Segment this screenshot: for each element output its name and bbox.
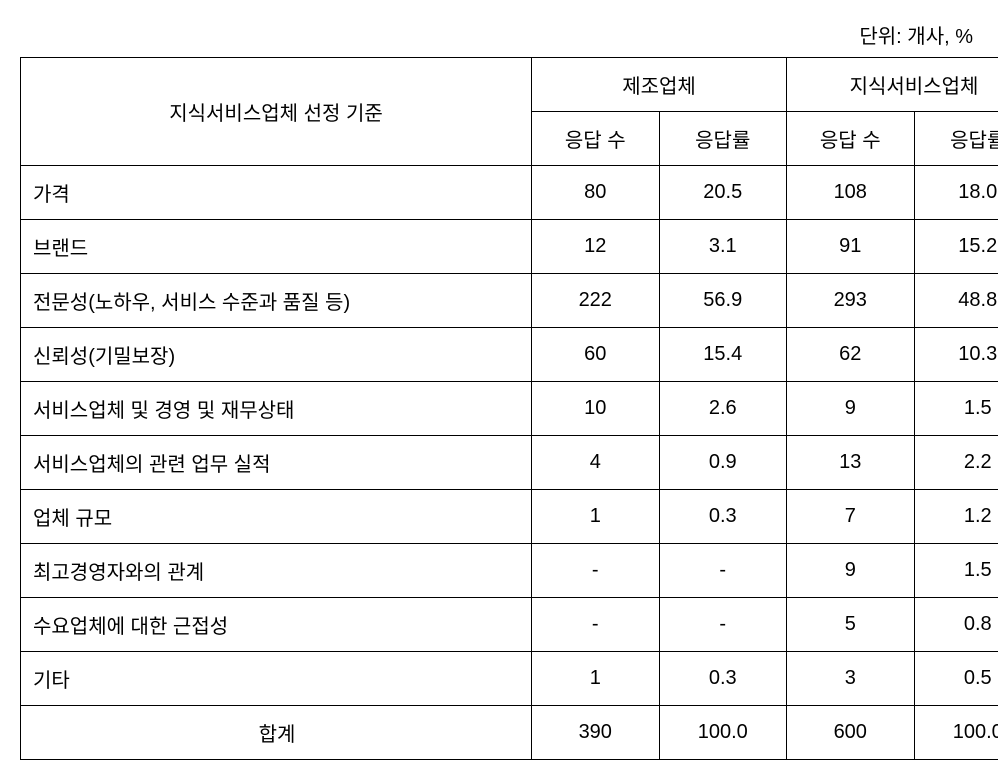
value-cell: 2.6 bbox=[659, 382, 787, 436]
criteria-cell: 서비스업체 및 경영 및 재무상태 bbox=[21, 382, 532, 436]
sub-header-1: 응답 수 bbox=[532, 112, 660, 166]
value-cell: 1.2 bbox=[914, 490, 998, 544]
value-cell: 1.5 bbox=[914, 382, 998, 436]
value-cell: - bbox=[532, 544, 660, 598]
table-row: 가격 80 20.5 108 18.0 bbox=[21, 166, 998, 220]
criteria-cell: 최고경영자와의 관계 bbox=[21, 544, 532, 598]
sub-header-3: 응답 수 bbox=[787, 112, 915, 166]
total-row: 합계 390 100.0 600 100.0 bbox=[21, 706, 998, 760]
value-cell: 0.9 bbox=[659, 436, 787, 490]
value-cell: 222 bbox=[532, 274, 660, 328]
value-cell: 56.9 bbox=[659, 274, 787, 328]
value-cell: 1.5 bbox=[914, 544, 998, 598]
criteria-cell: 전문성(노하우, 서비스 수준과 품질 등) bbox=[21, 274, 532, 328]
value-cell: 1 bbox=[532, 490, 660, 544]
criteria-cell: 서비스업체의 관련 업무 실적 bbox=[21, 436, 532, 490]
sub-header-2: 응답률 bbox=[659, 112, 787, 166]
total-cell: 390 bbox=[532, 706, 660, 760]
table-row: 최고경영자와의 관계 - - 9 1.5 bbox=[21, 544, 998, 598]
value-cell: 12 bbox=[532, 220, 660, 274]
criteria-cell: 기타 bbox=[21, 652, 532, 706]
sub-header-4: 응답률 bbox=[914, 112, 998, 166]
value-cell: 0.3 bbox=[659, 490, 787, 544]
value-cell: 1 bbox=[532, 652, 660, 706]
criteria-cell: 신뢰성(기밀보장) bbox=[21, 328, 532, 382]
value-cell: 3 bbox=[787, 652, 915, 706]
value-cell: 48.8 bbox=[914, 274, 998, 328]
header-row-1: 지식서비스업체 선정 기준 제조업체 지식서비스업체 bbox=[21, 58, 998, 112]
criteria-cell: 업체 규모 bbox=[21, 490, 532, 544]
table-row: 신뢰성(기밀보장) 60 15.4 62 10.3 bbox=[21, 328, 998, 382]
value-cell: 15.2 bbox=[914, 220, 998, 274]
value-cell: 62 bbox=[787, 328, 915, 382]
group2-header: 지식서비스업체 bbox=[787, 58, 998, 112]
criteria-cell: 수요업체에 대한 근접성 bbox=[21, 598, 532, 652]
value-cell: 80 bbox=[532, 166, 660, 220]
criteria-header: 지식서비스업체 선정 기준 bbox=[21, 58, 532, 166]
criteria-cell: 가격 bbox=[21, 166, 532, 220]
total-label: 합계 bbox=[21, 706, 532, 760]
value-cell: - bbox=[532, 598, 660, 652]
value-cell: 293 bbox=[787, 274, 915, 328]
value-cell: 15.4 bbox=[659, 328, 787, 382]
value-cell: 60 bbox=[532, 328, 660, 382]
table-row: 서비스업체 및 경영 및 재무상태 10 2.6 9 1.5 bbox=[21, 382, 998, 436]
unit-label: 단위: 개사, % bbox=[20, 20, 978, 49]
table-row: 브랜드 12 3.1 91 15.2 bbox=[21, 220, 998, 274]
value-cell: 0.8 bbox=[914, 598, 998, 652]
value-cell: 13 bbox=[787, 436, 915, 490]
value-cell: 108 bbox=[787, 166, 915, 220]
table-row: 서비스업체의 관련 업무 실적 4 0.9 13 2.2 bbox=[21, 436, 998, 490]
survey-table: 지식서비스업체 선정 기준 제조업체 지식서비스업체 응답 수 응답률 응답 수… bbox=[20, 57, 998, 760]
value-cell: 5 bbox=[787, 598, 915, 652]
value-cell: 2.2 bbox=[914, 436, 998, 490]
value-cell: 10.3 bbox=[914, 328, 998, 382]
value-cell: 0.5 bbox=[914, 652, 998, 706]
table-row: 업체 규모 1 0.3 7 1.2 bbox=[21, 490, 998, 544]
criteria-cell: 브랜드 bbox=[21, 220, 532, 274]
value-cell: 9 bbox=[787, 382, 915, 436]
value-cell: 4 bbox=[532, 436, 660, 490]
value-cell: - bbox=[659, 544, 787, 598]
table-row: 기타 1 0.3 3 0.5 bbox=[21, 652, 998, 706]
table-row: 수요업체에 대한 근접성 - - 5 0.8 bbox=[21, 598, 998, 652]
table-row: 전문성(노하우, 서비스 수준과 품질 등) 222 56.9 293 48.8 bbox=[21, 274, 998, 328]
value-cell: 7 bbox=[787, 490, 915, 544]
value-cell: 20.5 bbox=[659, 166, 787, 220]
total-cell: 100.0 bbox=[659, 706, 787, 760]
value-cell: 18.0 bbox=[914, 166, 998, 220]
total-cell: 600 bbox=[787, 706, 915, 760]
value-cell: 91 bbox=[787, 220, 915, 274]
value-cell: - bbox=[659, 598, 787, 652]
table-body: 가격 80 20.5 108 18.0 브랜드 12 3.1 91 15.2 전… bbox=[21, 166, 998, 760]
total-cell: 100.0 bbox=[914, 706, 998, 760]
value-cell: 0.3 bbox=[659, 652, 787, 706]
value-cell: 10 bbox=[532, 382, 660, 436]
value-cell: 9 bbox=[787, 544, 915, 598]
group1-header: 제조업체 bbox=[532, 58, 787, 112]
value-cell: 3.1 bbox=[659, 220, 787, 274]
